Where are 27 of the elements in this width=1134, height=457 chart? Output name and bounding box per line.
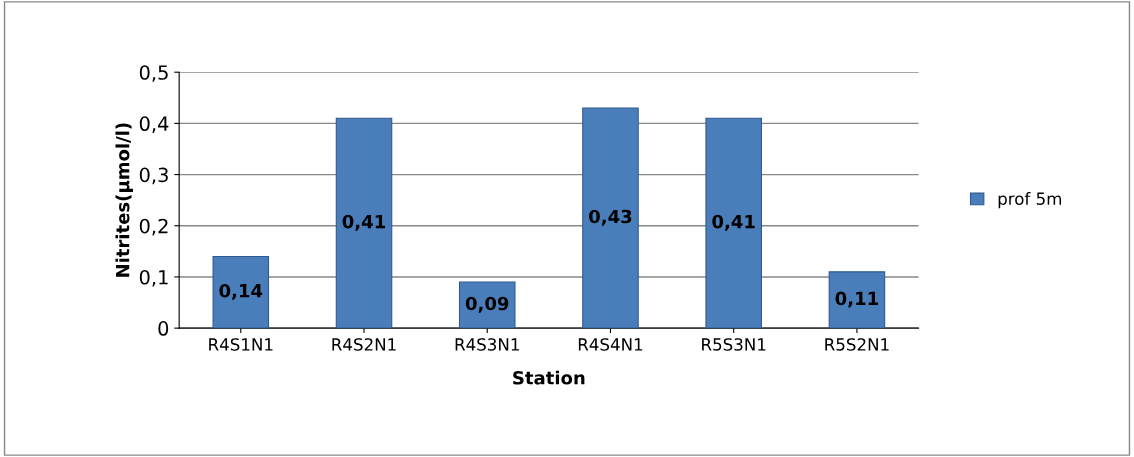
x-tick-label: R5S3N1 [702, 338, 766, 351]
data-label: 0,14 [219, 283, 263, 300]
data-label: 0,43 [589, 209, 632, 226]
bar [582, 107, 639, 329]
bar [458, 281, 516, 329]
x-tick-label: R4S2N1 [332, 338, 396, 351]
x-tick-label: R4S3N1 [455, 338, 519, 351]
y-tick-label: 0,1 [139, 269, 168, 287]
y-tick-label: 0,3 [139, 167, 168, 185]
data-label: 0,41 [712, 214, 755, 231]
data-label: 0,09 [465, 296, 509, 313]
y-tick-label: 0 [158, 321, 169, 336]
x-tick-label: R4S4N1 [578, 338, 643, 351]
y-tick-label: 0,2 [139, 218, 168, 236]
bar [335, 117, 393, 329]
y-tick-label: 0,5 [139, 65, 168, 82]
legend-label: prof 5m [998, 192, 1062, 209]
bar [212, 255, 270, 329]
bar [705, 117, 762, 329]
x-axis-title: Station [513, 370, 585, 385]
y-axis-title: Nitrites(µmol/l) [115, 123, 133, 277]
x-tick-label: R4S1N1 [209, 338, 273, 351]
y-tick-label: 0,4 [139, 116, 169, 134]
bar [828, 271, 886, 329]
data-label: 0,11 [835, 291, 878, 308]
x-tick-label: R5S2N1 [825, 338, 889, 351]
data-label: 0,41 [342, 214, 386, 231]
